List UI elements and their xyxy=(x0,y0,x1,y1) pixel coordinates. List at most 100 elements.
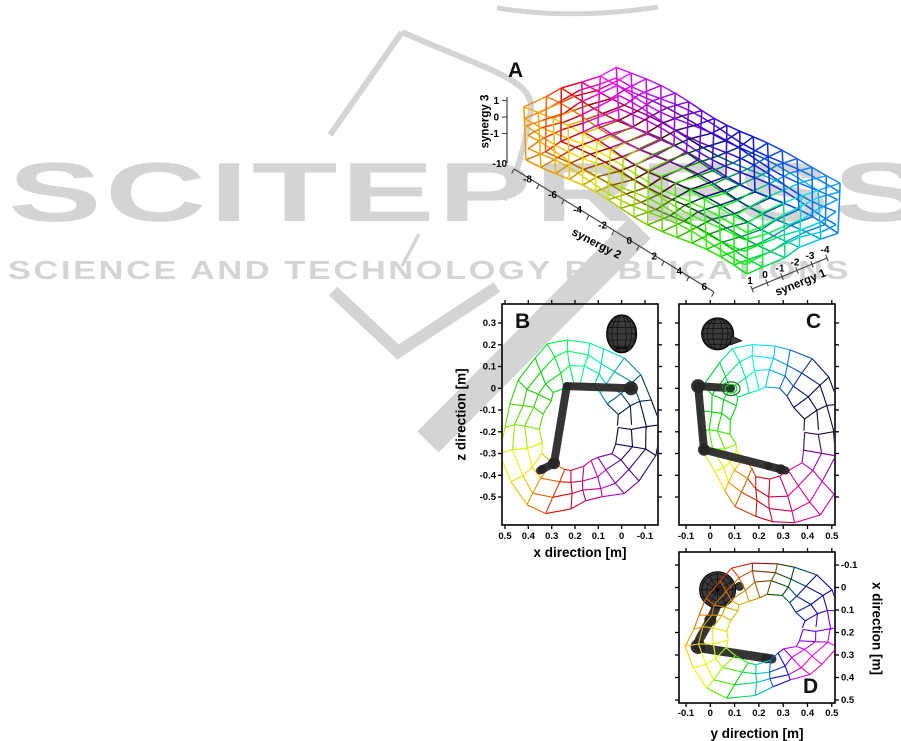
svg-text:6: 6 xyxy=(701,282,707,293)
robot-arm-segment xyxy=(700,445,773,471)
svg-text:-0.3: -0.3 xyxy=(480,449,496,460)
svg-text:-2: -2 xyxy=(791,257,800,268)
panel-c-robot-arm-and-head xyxy=(691,317,790,475)
panel-d-workspace-mesh xyxy=(684,562,834,699)
svg-text:0.3: 0.3 xyxy=(777,708,790,719)
svg-text:0.3: 0.3 xyxy=(777,531,790,542)
hand-target-marker xyxy=(727,385,735,392)
svg-text:0.1: 0.1 xyxy=(728,531,742,542)
svg-text:0: 0 xyxy=(708,708,713,719)
svg-text:-0.1: -0.1 xyxy=(678,531,695,542)
svg-text:0.3: 0.3 xyxy=(545,531,558,542)
arm-joint xyxy=(775,464,786,475)
arm-joint xyxy=(690,639,706,654)
panel-d-plot: -0.1 0 0.1 0.2 0.3 0.4 0.5 -0.1 0 0.1 0.2 0.3 0.4 0.5 xyxy=(675,548,858,719)
panel-b-robot-arm-and-head xyxy=(536,314,638,475)
svg-text:0.2: 0.2 xyxy=(483,340,496,351)
panel-c-frame: -0.1 0 0.1 0.2 0.3 0.4 0.5 xyxy=(675,300,839,542)
svg-text:0.5: 0.5 xyxy=(825,708,839,719)
panel-c-plot: -0.1 0 0.1 0.2 0.3 0.4 0.5 xyxy=(675,300,839,542)
svg-text:0.2: 0.2 xyxy=(568,531,581,542)
svg-text:-0.4: -0.4 xyxy=(480,470,497,481)
swoosh-peak-left xyxy=(327,30,405,137)
panel-b-plot: 0.5 0.4 0.3 0.2 0.1 0 -0.1 0.3 0.2 0.1 0 -0.1 -0.2 -0… xyxy=(480,300,662,542)
panel-a-letter: A xyxy=(508,59,524,82)
svg-text:-0.1: -0.1 xyxy=(480,405,497,416)
robot-arm-segment xyxy=(550,382,571,468)
svg-text:1: 1 xyxy=(493,96,499,107)
arm-joint xyxy=(624,381,638,396)
panel-d-y-axis-label: x direction [m] xyxy=(869,581,885,675)
svg-text:0.1: 0.1 xyxy=(483,362,497,373)
svg-text:0: 0 xyxy=(762,270,768,281)
svg-text:-0.1: -0.1 xyxy=(678,708,695,719)
hand-target-marker xyxy=(724,383,738,394)
svg-text:0.5: 0.5 xyxy=(841,695,855,706)
svg-text:0.2: 0.2 xyxy=(752,531,765,542)
svg-text:0: 0 xyxy=(841,583,846,594)
svg-text:-6: -6 xyxy=(548,190,557,201)
svg-text:-1: -1 xyxy=(776,264,785,275)
svg-text:0: 0 xyxy=(626,236,632,247)
svg-text:-0.5: -0.5 xyxy=(480,492,497,503)
svg-text:-0.2: -0.2 xyxy=(480,427,496,438)
svg-text:-10: -10 xyxy=(493,159,508,170)
swoosh-checkmark xyxy=(328,281,501,360)
watermark-subtitle-text: SCIENCE AND TECHNOLOGY PUBLICATIONS xyxy=(8,255,852,285)
svg-text:0.5: 0.5 xyxy=(825,531,839,542)
panel-b-x-axis-label: x direction [m] xyxy=(533,545,627,560)
panel-d-frame: -0.1 0 0.1 0.2 0.3 0.4 0.5 -0.1 0 0.1 0.2 0.3 0.4 0.5 xyxy=(675,548,858,719)
svg-text:-8: -8 xyxy=(523,174,532,185)
svg-text:0: 0 xyxy=(491,383,496,394)
panel-d-letter: D xyxy=(803,675,819,698)
swoosh-slash xyxy=(400,233,421,267)
robot-arm-segment xyxy=(694,643,777,664)
svg-text:2: 2 xyxy=(651,251,657,262)
swoosh-diagonal-band xyxy=(417,217,651,453)
svg-text:0.4: 0.4 xyxy=(801,708,815,719)
svg-text:4: 4 xyxy=(676,267,682,278)
svg-text:0.5: 0.5 xyxy=(498,531,512,542)
panel-b-letter: B xyxy=(515,310,531,333)
panel-a-synergy3-axis-label: synergy 3 xyxy=(479,94,492,149)
robot-arm-segment xyxy=(562,382,635,393)
swoosh-top-wisp xyxy=(496,4,659,17)
panel-c-workspace-mesh xyxy=(698,344,834,524)
svg-text:0.1: 0.1 xyxy=(841,605,855,616)
arm-joint xyxy=(548,457,560,470)
svg-text:-0.1: -0.1 xyxy=(637,531,654,542)
svg-text:0.3: 0.3 xyxy=(483,318,496,329)
svg-text:0.2: 0.2 xyxy=(841,628,854,639)
panel-d-x-axis-label: y direction [m] xyxy=(710,726,804,741)
svg-text:-4: -4 xyxy=(821,245,830,256)
svg-text:0.2: 0.2 xyxy=(752,708,765,719)
svg-text:-2: -2 xyxy=(598,221,607,232)
svg-text:-4: -4 xyxy=(573,205,582,216)
svg-text:-3: -3 xyxy=(806,251,815,262)
svg-text:1: 1 xyxy=(747,276,753,287)
panel-c-letter: C xyxy=(806,310,822,333)
svg-text:0: 0 xyxy=(493,113,499,124)
arm-joint xyxy=(537,464,547,474)
svg-text:0.1: 0.1 xyxy=(592,531,606,542)
arm-joint xyxy=(691,379,706,394)
arm-joint xyxy=(698,443,710,456)
panel-a-mesh xyxy=(523,66,841,275)
panel-b-frame: 0.5 0.4 0.3 0.2 0.1 0 -0.1 0.3 0.2 0.1 0 -0.1 -0.2 -0… xyxy=(480,300,662,542)
arm-joint xyxy=(704,614,717,627)
svg-text:-0.1: -0.1 xyxy=(841,560,858,571)
svg-text:0.4: 0.4 xyxy=(801,531,815,542)
panel-b-workspace-mesh xyxy=(503,339,657,515)
svg-text:0.4: 0.4 xyxy=(841,673,855,684)
svg-text:0: 0 xyxy=(619,531,624,542)
svg-text:0: 0 xyxy=(708,531,713,542)
svg-text:-1: -1 xyxy=(490,129,499,140)
panel-b-y-axis-label: z direction [m] xyxy=(453,368,469,461)
robot-arm-segment xyxy=(694,382,708,454)
svg-text:0.3: 0.3 xyxy=(841,650,854,661)
svg-text:0.4: 0.4 xyxy=(522,531,536,542)
